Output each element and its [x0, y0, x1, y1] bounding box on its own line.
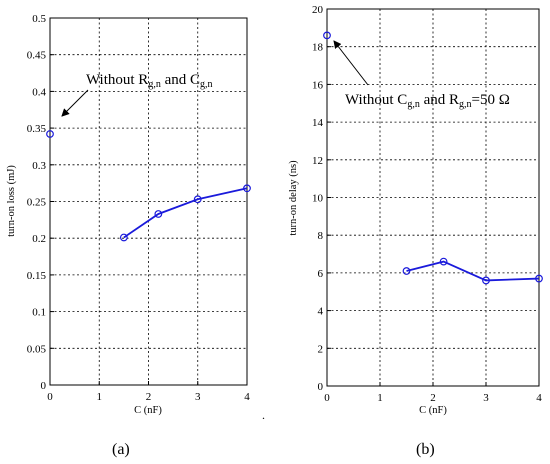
panel-a-label: (a) — [112, 441, 130, 458]
panel-a-data-point — [119, 233, 128, 242]
panel-b-series-line — [406, 260, 540, 282]
panel-b-ytick-label: 4 — [318, 306, 324, 318]
panel-a-xtick-label: 3 — [195, 391, 201, 403]
panel-a: 0 1 2 3 4 0 0.05 0.1 0.15 0.2 0.25 0.3 0.35 0.4 0.45 0.… — [6, 13, 251, 458]
panel-a-ytick-label: 0.3 — [32, 160, 46, 172]
panel-b-ytick-label: 20 — [312, 4, 324, 16]
panel-a-xtick-label: 4 — [244, 391, 250, 403]
annot-b-part-1: Without C — [345, 92, 407, 108]
panel-b-marks — [323, 31, 543, 285]
panel-b-data-point — [439, 257, 448, 266]
panel-b-ytick-label: 18 — [312, 42, 324, 54]
panel-b-annotation-text: Without Cg,n and Rg,n=50 Ω — [345, 92, 510, 110]
panel-a-annotation: Without Rg,n and Cg,n — [61, 72, 213, 117]
panel-b-ytick-label: 8 — [318, 230, 324, 242]
panel-a-annotation-text: Without Rg,n and Cg,n — [86, 72, 213, 90]
panel-a-reference-point — [46, 130, 54, 138]
panel-a-xtick-label: 2 — [146, 391, 152, 403]
panel-b-xtick-label: 1 — [377, 392, 383, 404]
panel-b-annotation-arrow — [333, 40, 369, 86]
panel-b-xtick-label: 0 — [324, 392, 330, 404]
annot-b-part-2: and R — [420, 92, 459, 108]
annot-b-sub-2: g,n — [459, 99, 472, 110]
panel-a-ytick-label: 0.25 — [27, 197, 47, 209]
panel-a-ytick-label: 0.2 — [32, 233, 46, 245]
panel-a-data-point — [193, 195, 202, 204]
panel-a-ylabel: turn-on loss (mJ) — [6, 165, 17, 237]
annot-a-sub-1: g,n — [148, 79, 161, 90]
panel-a-xlabel: C (nF) — [134, 405, 162, 416]
panel-b-data-point — [482, 276, 490, 285]
panel-b-reference-point — [323, 31, 331, 40]
panel-b-xlabel: C (nF) — [419, 405, 447, 416]
panel-a-annotation-arrow — [61, 89, 89, 117]
panel-b-ytick-label: 0 — [318, 381, 324, 393]
annot-a-part-2: and C — [161, 72, 200, 88]
stray-mark: . — [262, 408, 265, 422]
panel-b-ytick-label: 12 — [312, 155, 323, 167]
panel-a-ytick-label: 0.45 — [27, 50, 47, 62]
panel-b-xtick-label: 4 — [536, 392, 542, 404]
panel-b-ylabel: turn-on delay (ns) — [288, 160, 299, 236]
panel-a-data-point — [154, 210, 163, 218]
panel-b-ytick-label: 10 — [312, 193, 324, 205]
panel-a-ytick-label: 0.4 — [32, 86, 46, 98]
annot-b-part-3: =50 Ω — [472, 92, 510, 108]
panel-a-ytick-label: 0.35 — [27, 123, 47, 135]
annot-a-part-1: Without R — [86, 72, 148, 88]
annot-a-sub-2: g,n — [200, 79, 213, 90]
panel-b-xtick-label: 2 — [430, 392, 436, 404]
panel-b-xtick-label: 3 — [483, 392, 489, 404]
panel-a-data-point — [243, 184, 251, 193]
annot-b-sub-1: g,n — [407, 99, 420, 110]
panel-a-marks — [46, 130, 251, 242]
panel-a-series-line — [123, 187, 248, 239]
panel-b-ytick-label: 2 — [318, 343, 324, 355]
panel-a-ticks: 0 1 2 3 4 0 0.05 0.1 0.15 0.2 0.25 0.3 0.35 0.4 0.45 0.… — [27, 13, 251, 403]
panel-b-label: (b) — [416, 441, 435, 458]
panel-a-xtick-label: 1 — [97, 391, 103, 403]
panel-b-data-point — [402, 267, 411, 275]
panel-a-ytick-label: 0.5 — [32, 13, 46, 25]
panel-a-xtick-label: 0 — [47, 391, 53, 403]
panel-a-ytick-label: 0.15 — [27, 270, 47, 282]
panel-b-ytick-label: 6 — [318, 268, 324, 280]
panel-b-data-point — [535, 274, 543, 283]
panel-b-grid — [327, 9, 539, 386]
panel-b-annotation: Without Cg,n and Rg,n=50 Ω — [333, 40, 510, 110]
panel-a-ytick-label: 0.05 — [27, 343, 47, 355]
panel-a-ytick-label: 0.1 — [32, 307, 46, 319]
panel-b-ytick-label: 16 — [312, 79, 324, 91]
panel-a-grid — [50, 18, 247, 385]
panel-a-ytick-label: 0 — [41, 380, 47, 392]
panel-b-ytick-label: 14 — [312, 117, 324, 129]
